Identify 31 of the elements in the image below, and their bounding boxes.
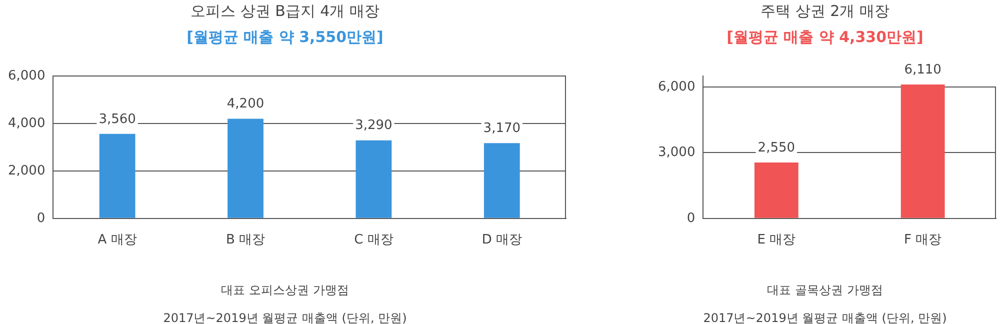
data-label: 3,170 <box>483 121 521 136</box>
bar <box>228 118 264 218</box>
y-tick-label: 2,000 <box>8 163 46 178</box>
y-tick-label: 0 <box>36 210 46 226</box>
data-label: 4,200 <box>226 96 264 112</box>
y-tick-label: 6,000 <box>8 68 46 84</box>
bar <box>356 140 392 218</box>
chart-subtitle: [월평균 매출 약 4,330만원] <box>726 28 924 47</box>
x-tick-label: C 매장 <box>354 232 394 248</box>
bar <box>484 143 520 218</box>
bar <box>99 134 136 218</box>
x-tick-label: A 매장 <box>98 232 137 248</box>
x-tick-label: D 매장 <box>482 232 522 248</box>
data-label: 3,560 <box>98 112 136 127</box>
text: 2017년~2019년 월평균 매출액 (단위, 만원) <box>702 310 948 324</box>
chart-subtitle: [월평균 매출 약 3,550만원] <box>186 28 384 47</box>
x-tick-label: E 매장 <box>757 232 796 248</box>
x-tick-label: F 매장 <box>904 232 942 248</box>
y-tick-label: 0 <box>686 210 696 226</box>
data-label: 2,550 <box>758 140 796 156</box>
data-label: 3,290 <box>355 118 392 134</box>
y-tick-label: 4,000 <box>8 116 46 131</box>
chart-title: 주택 상권 2개 매장 <box>760 2 890 21</box>
text: 대표 골목상권 가맹점 <box>766 282 884 299</box>
text: 2017년~2019년 월평균 매출액 (단위, 만원) <box>162 310 408 324</box>
text: 대표 오피스상권 가맹점 <box>220 282 350 299</box>
x-tick-label: B 매장 <box>226 232 266 248</box>
data-label: 6,110 <box>904 62 942 78</box>
y-tick-label: 3,000 <box>658 145 696 160</box>
chart-title: 오피스 상권 B급지 4개 매장 <box>190 2 380 21</box>
y-tick-label: 6,000 <box>658 79 696 94</box>
